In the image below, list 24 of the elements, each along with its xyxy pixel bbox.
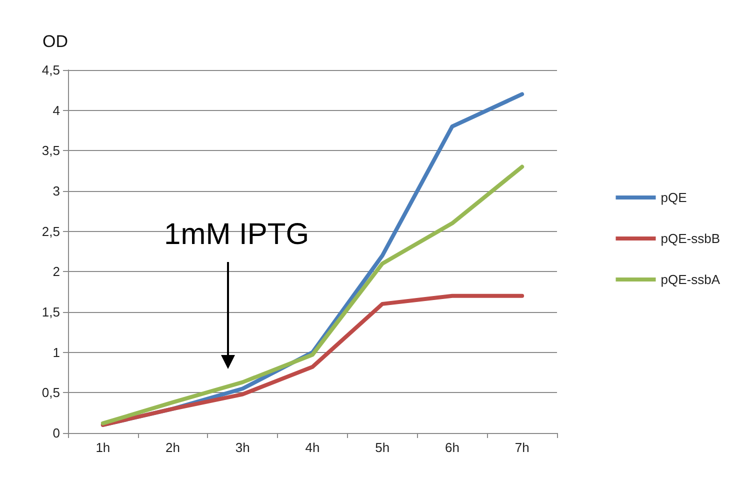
legend-label: pQE <box>660 190 688 205</box>
y-tick-label: 0 <box>52 426 60 440</box>
legend-label: pQE-ssbA <box>660 272 720 287</box>
x-tick-label: 7h <box>514 440 530 455</box>
x-tick-label: 4h <box>305 440 320 455</box>
y-tick-label: 1,5 <box>42 304 60 320</box>
y-tick-label: 0,5 <box>42 385 60 400</box>
y-tick-label: 4 <box>52 102 60 118</box>
legend-label: pQE-ssbB <box>660 231 720 246</box>
y-tick-label: 3,5 <box>42 143 60 158</box>
y-tick-label: 3 <box>52 184 60 198</box>
x-tick-label: 6h <box>444 440 460 455</box>
y-axis-title: OD <box>42 32 68 51</box>
x-tick-label: 5h <box>375 440 390 455</box>
x-tick-label: 2h <box>166 440 180 455</box>
y-tick-label: 4,5 <box>42 62 60 78</box>
x-tick-label: 3h <box>235 440 250 455</box>
x-tick-label: 1h <box>96 440 110 455</box>
annotation: 1mM IPTG <box>164 218 310 251</box>
line-series <box>100 164 524 426</box>
y-tick-label: 2 <box>52 264 60 280</box>
line-series <box>100 294 524 427</box>
y-tick-label: 1 <box>52 344 60 360</box>
y-tick-label: 2,5 <box>42 224 60 239</box>
